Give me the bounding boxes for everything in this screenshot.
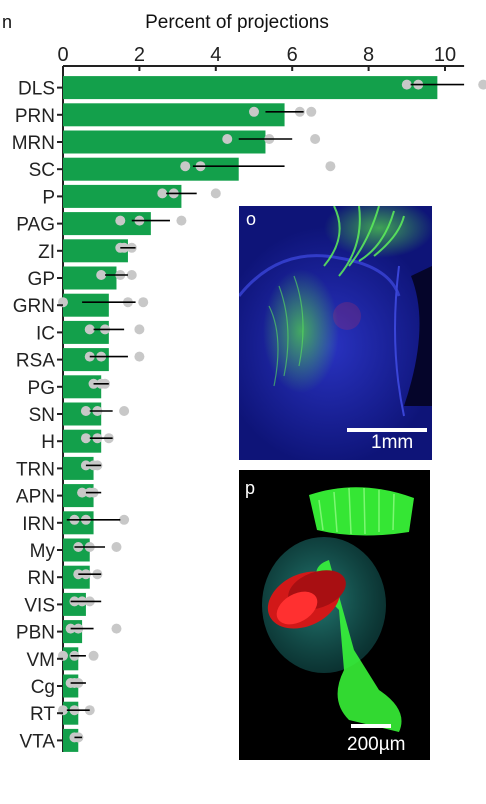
scale-bar-o <box>347 428 427 432</box>
data-point <box>401 79 412 90</box>
data-point <box>138 297 149 308</box>
panel-letter-p: p <box>245 478 256 498</box>
category-label: PRN <box>15 106 55 127</box>
data-point <box>111 542 122 552</box>
data-point <box>249 106 259 117</box>
category-label: PG <box>28 378 55 399</box>
bar-prn <box>63 103 285 127</box>
axis-title: Percent of projections <box>145 12 329 33</box>
data-point <box>306 106 317 117</box>
data-point <box>176 215 187 226</box>
category-label: APN <box>16 487 55 508</box>
bar-p <box>63 184 182 208</box>
category-label: ZI <box>38 242 55 263</box>
category-label: RT <box>30 704 55 725</box>
panel-letter-o: o <box>246 209 257 229</box>
bar-pag <box>63 212 151 236</box>
data-point <box>84 324 95 335</box>
category-label: TRN <box>16 459 55 480</box>
category-label: VM <box>27 650 56 671</box>
data-point <box>115 215 126 226</box>
x-tick-label: 4 <box>210 44 221 66</box>
data-point <box>478 79 486 90</box>
category-label: DLS <box>18 79 55 100</box>
category-label: VIS <box>24 595 55 616</box>
data-point <box>111 623 122 634</box>
data-point <box>325 161 336 172</box>
micrograph-panel-o: o 1mm <box>239 206 432 460</box>
data-point <box>134 351 145 362</box>
scale-label-p: 200µm <box>347 734 406 755</box>
category-label: SN <box>29 405 55 426</box>
scale-bar-p <box>351 724 391 728</box>
data-point <box>119 406 130 416</box>
category-label: MRN <box>12 133 55 154</box>
category-label: IC <box>36 323 55 344</box>
category-label: GRN <box>13 296 55 317</box>
category-label: H <box>41 432 55 453</box>
category-label: GP <box>28 269 55 290</box>
data-point <box>80 433 91 444</box>
bar-mrn <box>63 130 266 154</box>
data-point <box>310 134 321 144</box>
category-label: VTA <box>19 731 55 752</box>
x-tick-label: 8 <box>363 44 374 66</box>
data-point <box>210 188 221 199</box>
scale-label-o: 1mm <box>371 432 414 453</box>
data-point <box>119 514 130 525</box>
data-point <box>222 134 233 144</box>
category-label: RN <box>28 568 55 589</box>
data-point <box>157 188 168 199</box>
data-point <box>180 161 191 172</box>
category-label: RSA <box>16 351 55 372</box>
micrograph-image <box>239 206 432 460</box>
reconstruction-image <box>262 487 414 732</box>
bar-grn <box>63 293 109 317</box>
category-label: Cg <box>31 677 55 698</box>
data-point <box>126 270 137 280</box>
bar-gp <box>63 266 117 290</box>
x-tick-label: 10 <box>434 44 456 66</box>
category-label: PAG <box>16 215 55 236</box>
clipped-panel-letter: n <box>2 12 13 32</box>
x-tick-label: 0 <box>57 44 68 66</box>
category-label: IRN <box>22 514 55 535</box>
bar-sc <box>63 157 239 181</box>
category-labels: DLS PRN MRN SC P PAG ZI GP GRN IC RSA PG SN H TRN APN IR… <box>12 79 63 752</box>
x-tick-label: 6 <box>287 44 298 66</box>
category-label: P <box>42 187 55 208</box>
bar-zi <box>63 239 128 263</box>
bars-group <box>58 76 486 752</box>
category-label: PBN <box>16 623 55 644</box>
reconstruction-panel-p: p 200µm <box>239 470 430 760</box>
data-point <box>80 406 91 416</box>
data-point <box>88 650 99 661</box>
bar-dls <box>63 76 438 100</box>
data-point <box>134 324 145 335</box>
data-point <box>96 270 107 280</box>
x-tick-label: 2 <box>134 44 145 66</box>
category-label: SC <box>29 160 55 181</box>
data-point <box>77 487 88 498</box>
category-label: My <box>30 541 56 562</box>
